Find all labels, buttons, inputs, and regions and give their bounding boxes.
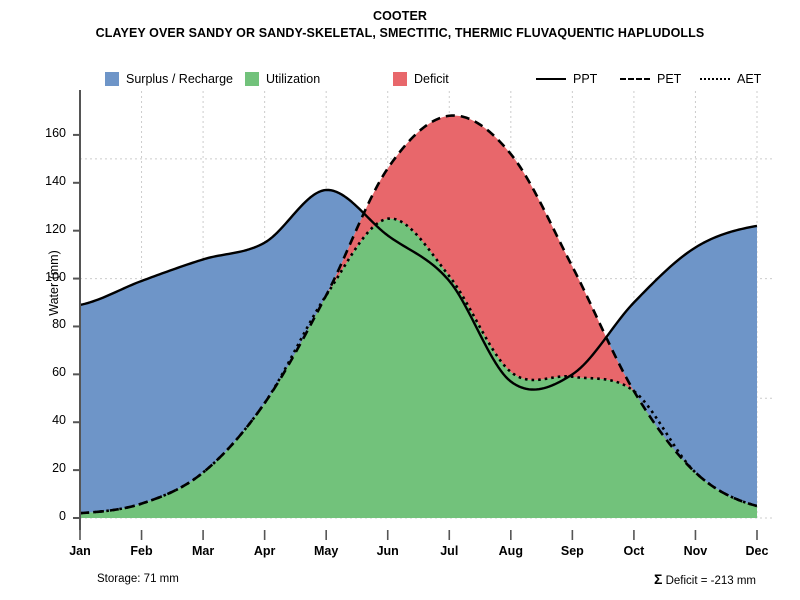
x-axis-tick-label-oct: Oct	[623, 544, 645, 558]
legend-item-label: AET	[737, 72, 762, 86]
area-surplus-recharge	[608, 225, 757, 507]
legend-item-pet: PET	[620, 68, 681, 90]
legend-item-label: PET	[657, 72, 682, 86]
x-axis-tick-label-nov: Nov	[683, 544, 708, 558]
y-axis-tick-label: 100	[45, 269, 66, 284]
line-pet	[80, 114, 757, 515]
x-axis-tick-label-apr: Apr	[253, 544, 276, 558]
legend-item-label: Deficit	[414, 72, 449, 86]
x-axis-tick-label-dec: Dec	[745, 544, 769, 558]
legend-line-dashed-icon	[620, 72, 650, 86]
deficit-sum-annotation: Σ Deficit = -213 mm	[654, 571, 756, 587]
area-deficit	[80, 115, 757, 514]
storage-annotation: Storage: 71 mm	[97, 573, 179, 585]
y-axis-tick-label: 20	[52, 461, 66, 476]
data-lines	[80, 114, 757, 515]
area-surplus-recharge	[80, 189, 363, 514]
legend-swatch-icon	[393, 72, 407, 86]
chart-legend: Surplus / Recharge Utilization Deficit PPT P…	[0, 68, 800, 90]
legend-line-dotted-icon	[700, 72, 730, 86]
x-axis-tick-label-jan: Jan	[69, 544, 91, 558]
legend-item-label: Utilization	[266, 72, 321, 86]
sigma-icon: Σ	[653, 571, 663, 587]
y-axis-tick-label: 80	[52, 317, 66, 332]
chart-subtitle: CLAYEY OVER SANDY OR SANDY-SKELETAL, SME…	[95, 26, 705, 40]
x-axis-tick-label-may: May	[314, 544, 339, 558]
legend-item-label: PPT	[573, 72, 598, 86]
chart-title-block: COOTER CLAYEY OVER SANDY OR SANDY-SKELET…	[0, 8, 800, 42]
x-axis-tick-label-aug: Aug	[498, 544, 523, 558]
legend-item-aet: AET	[700, 68, 761, 90]
x-axis-tick-label-jul: Jul	[440, 544, 459, 558]
page-title: COOTER	[372, 9, 428, 23]
y-axis-tick-label: 60	[52, 365, 66, 380]
y-axis-tick-label: 40	[52, 413, 66, 428]
y-axis-tick-label: 140	[45, 173, 66, 188]
line-aet	[80, 217, 757, 515]
legend-item-deficit: Deficit	[393, 68, 449, 90]
x-axis-tick-label-jun: Jun	[376, 544, 399, 558]
legend-item-ppt: PPT	[536, 68, 597, 90]
legend-line-solid-icon	[536, 72, 566, 86]
line-ppt	[80, 188, 757, 391]
x-axis-tick-label-feb: Feb	[130, 544, 153, 558]
y-axis-tick-label: 120	[45, 221, 66, 236]
legend-swatch-icon	[245, 72, 259, 86]
legend-swatch-icon	[105, 72, 119, 86]
y-axis-tick-label: 0	[59, 509, 66, 523]
y-axis-tick-label: 160	[45, 125, 66, 140]
legend-item-surplus-recharge: Surplus / Recharge	[105, 68, 233, 90]
area-fills	[80, 115, 757, 518]
deficit-sum-text: Deficit = -213 mm	[662, 575, 756, 587]
legend-item-label: Surplus / Recharge	[126, 72, 234, 86]
legend-item-utilization: Utilization	[245, 68, 320, 90]
axes	[73, 90, 758, 540]
x-axis-tick-label-mar: Mar	[191, 544, 215, 558]
area-utilization	[80, 218, 757, 518]
x-axis-tick-label-sep: Sep	[560, 544, 584, 558]
